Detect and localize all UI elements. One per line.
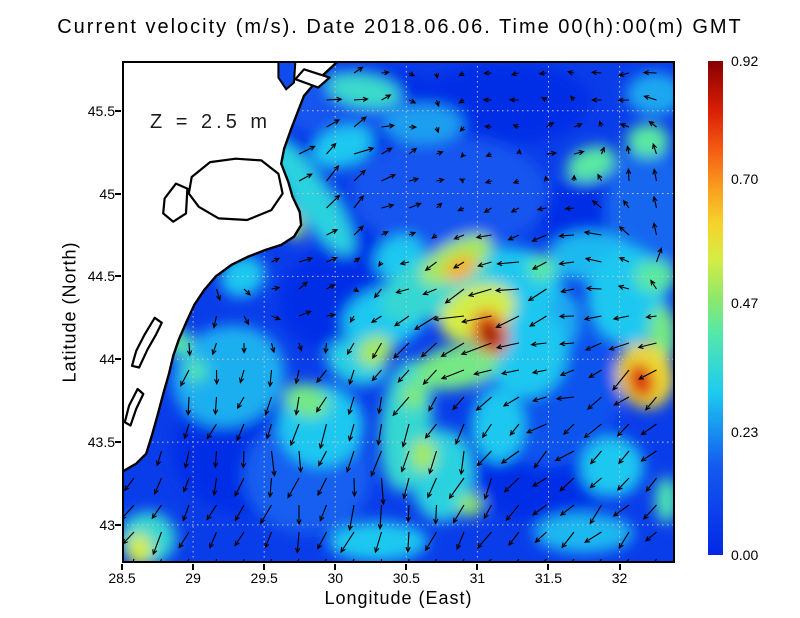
colorbar (708, 61, 723, 555)
colorbar-tick-label: 0.00 (731, 547, 759, 563)
x-tick-label: 31 (469, 570, 486, 586)
x-tick-mark (405, 564, 408, 570)
y-tick-mark (115, 192, 121, 195)
x-tick-mark (263, 564, 266, 570)
x-tick-label: 31.5 (534, 570, 563, 586)
x-tick-label: 29.5 (250, 570, 278, 586)
x-tick-mark (192, 564, 195, 570)
x-tick-label: 29 (185, 570, 201, 586)
x-tick-label: 32 (611, 570, 628, 586)
map-canvas (122, 61, 675, 563)
y-tick-mark (115, 358, 121, 361)
y-tick-mark (115, 523, 121, 526)
colorbar-tick-label: 0.23 (731, 423, 759, 440)
y-tick-mark (115, 441, 121, 444)
y-tick-label: 44 (99, 351, 115, 368)
figure-title: Current velocity (m/s). Date 2018.06.06.… (57, 16, 743, 38)
colorbar-tick-label: 0.92 (731, 53, 759, 69)
x-tick-mark (121, 564, 123, 570)
y-tick-label: 44.5 (87, 268, 115, 285)
x-tick-mark (618, 564, 621, 570)
x-tick-mark (476, 564, 479, 570)
x-tick-mark (547, 564, 550, 570)
colorbar-tick-label: 0.47 (731, 294, 759, 311)
y-tick-label: 45.5 (87, 102, 115, 119)
current-vectors (122, 66, 663, 563)
plot-area: Z = 2.5 m (122, 61, 675, 563)
depth-annotation: Z = 2.5 m (150, 111, 272, 133)
x-tick-label: 30 (327, 570, 344, 586)
x-tick-label: 30.5 (392, 570, 420, 586)
colorbar-tick-label: 0.70 (731, 171, 759, 188)
x-tick-mark (334, 564, 337, 570)
y-tick-label: 45 (99, 185, 115, 202)
y-tick-label: 43.5 (87, 434, 115, 451)
y-tick-label: 43 (99, 516, 115, 533)
x-axis-label: Longitude (East) (324, 588, 473, 608)
x-tick-label: 28.5 (108, 570, 136, 586)
y-tick-mark (115, 275, 121, 278)
y-tick-mark (115, 109, 121, 112)
